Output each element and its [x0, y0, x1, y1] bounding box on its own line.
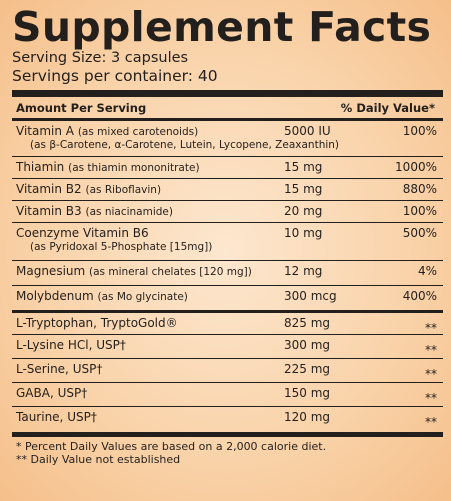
row-divider [12, 156, 443, 157]
nutrient-rows: Vitamin A (as mixed carotenoids) (as β-Ca… [12, 121, 443, 432]
nutrient-row: Thiamin (as thiamin mononitrate) 15 mg 100… [12, 157, 443, 178]
nutrient-name: L-Lysine HCl, USP† [16, 338, 126, 352]
nutrient-amount: 825 mg [284, 316, 331, 330]
nutrient-row: Molybdenum (as Mo glycinate) 300 mcg 400% [12, 286, 443, 310]
supplement-facts-label: Supplement Facts Serving Size: 3 capsule… [12, 0, 443, 466]
nutrient-amount: 120 mg [284, 410, 331, 424]
nutrient-name-text: L-Tryptophan, TryptoGold® [16, 316, 178, 330]
nutrient-daily-value: ** [425, 391, 437, 405]
header-divider [12, 118, 443, 121]
nutrient-amount: 225 mg [284, 362, 331, 376]
nutrient-name: Molybdenum (as Mo glycinate) [16, 289, 188, 303]
nutrient-daily-value: 880% [402, 182, 437, 196]
nutrient-amount: 10 mg [284, 226, 323, 240]
nutrient-daily-value: ** [425, 367, 437, 381]
nutrient-amount: 300 mg [284, 338, 331, 352]
nutrient-amount: 15 mg [284, 182, 323, 196]
nutrient-row: Taurine, USP† 120 mg ** [12, 407, 443, 432]
footnote-not-established: ** Daily Value not established [16, 453, 181, 466]
nutrient-name: GABA, USP† [16, 386, 87, 400]
amount-per-serving-label: Amount Per Serving [16, 100, 147, 115]
nutrient-daily-value: 400% [402, 289, 437, 303]
row-divider [12, 285, 443, 286]
nutrient-amount: 15 mg [284, 160, 323, 174]
nutrient-name: Taurine, USP† [16, 410, 97, 424]
nutrient-name-text: L-Serine, USP† [16, 362, 103, 376]
nutrient-row: GABA, USP† 150 mg ** [12, 383, 443, 406]
footer-divider [12, 432, 443, 437]
nutrient-daily-value: ** [425, 415, 437, 429]
footnote-daily-value-basis: * Percent Daily Values are based on a 2,… [16, 440, 327, 453]
row-divider [12, 382, 443, 383]
nutrient-name-text: Magnesium [16, 264, 86, 278]
row-divider [12, 334, 443, 335]
nutrient-detail: (as thiamin mononitrate) [68, 162, 200, 174]
label-title: Supplement Facts [12, 3, 432, 51]
nutrient-amount: 12 mg [284, 264, 323, 278]
nutrient-name: Magnesium (as mineral chelates [120 mg]) [16, 264, 252, 278]
nutrient-row: Coenzyme Vitamin B6 (as Pyridoxal 5-Phosp… [12, 223, 443, 260]
nutrient-detail: (as mixed carotenoids) [77, 126, 199, 138]
serving-size: Serving Size: 3 capsules [12, 50, 189, 66]
nutrient-detail: (as Mo glycinate) [97, 291, 188, 303]
nutrient-amount: 20 mg [284, 204, 323, 218]
nutrient-daily-value: 4% [417, 264, 437, 278]
nutrient-daily-value: 100% [402, 204, 437, 218]
nutrient-name: Vitamin B3 (as niacinamide) [16, 204, 173, 218]
nutrient-name-text: Thiamin [16, 160, 65, 174]
nutrient-row: L-Lysine HCl, USP† 300 mg ** [12, 335, 443, 358]
nutrient-name-text: Molybdenum [16, 289, 94, 303]
daily-value-label: % Daily Value* [340, 100, 435, 115]
nutrient-detail: (as niacinamide) [85, 206, 173, 218]
nutrient-name: Vitamin B2 (as Riboflavin) [16, 182, 161, 196]
thick-divider [12, 90, 443, 97]
row-divider [12, 178, 443, 179]
nutrient-daily-value: 100% [402, 124, 437, 138]
row-divider [12, 200, 443, 201]
nutrient-row: Vitamin A (as mixed carotenoids) (as β-Ca… [12, 121, 443, 156]
nutrient-name-text: L-Lysine HCl, USP† [16, 338, 126, 352]
nutrient-amount: 5000 IU [284, 124, 331, 138]
nutrient-row: Magnesium (as mineral chelates [120 mg])… [12, 261, 443, 285]
nutrient-name-text: Taurine, USP† [16, 410, 97, 424]
nutrient-name: Thiamin (as thiamin mononitrate) [16, 160, 200, 174]
nutrient-name: Coenzyme Vitamin B6 [16, 226, 149, 240]
nutrient-daily-value: 500% [402, 226, 437, 240]
nutrient-detail: (as mineral chelates [120 mg]) [89, 266, 252, 278]
servings-per-container: Servings per container: 40 [12, 67, 218, 85]
row-divider [12, 358, 443, 359]
nutrient-row: Vitamin B3 (as niacinamide) 20 mg 100% [12, 201, 443, 222]
nutrient-daily-value: ** [425, 343, 437, 357]
nutrient-name: L-Serine, USP† [16, 362, 102, 376]
nutrient-name-text: Vitamin A [16, 124, 74, 138]
nutrient-name-text: Vitamin B3 [16, 204, 82, 218]
nutrient-name: L-Tryptophan, TryptoGold® [16, 316, 178, 330]
nutrient-name-text: GABA, USP† [16, 386, 88, 400]
nutrient-name-text: Vitamin B2 [16, 182, 82, 196]
row-divider [12, 222, 443, 223]
nutrient-source: (as β-Carotene, α-Carotene, Lutein, Lyco… [30, 139, 340, 151]
nutrient-amount: 150 mg [284, 386, 331, 400]
nutrient-name: Vitamin A (as mixed carotenoids) [16, 124, 198, 138]
row-divider [12, 260, 443, 261]
nutrient-row: L-Serine, USP† 225 mg ** [12, 359, 443, 382]
nutrient-amount: 300 mcg [284, 289, 337, 303]
nutrient-daily-value: 1000% [395, 160, 437, 174]
nutrient-detail: (as Riboflavin) [85, 184, 162, 196]
nutrient-name-text: Coenzyme Vitamin B6 [16, 226, 149, 240]
nutrient-row: Vitamin B2 (as Riboflavin) 15 mg 880% [12, 179, 443, 200]
nutrient-source: (as Pyridoxal 5-Phosphate [15mg]) [30, 241, 213, 253]
nutrient-daily-value: ** [425, 321, 437, 335]
nutrient-row: L-Tryptophan, TryptoGold® 825 mg ** [12, 313, 443, 335]
row-divider [12, 406, 443, 407]
table-header: Amount Per Serving % Daily Value* [12, 97, 443, 118]
footnotes: * Percent Daily Values are based on a 2,… [12, 437, 443, 466]
row-divider [12, 310, 443, 313]
